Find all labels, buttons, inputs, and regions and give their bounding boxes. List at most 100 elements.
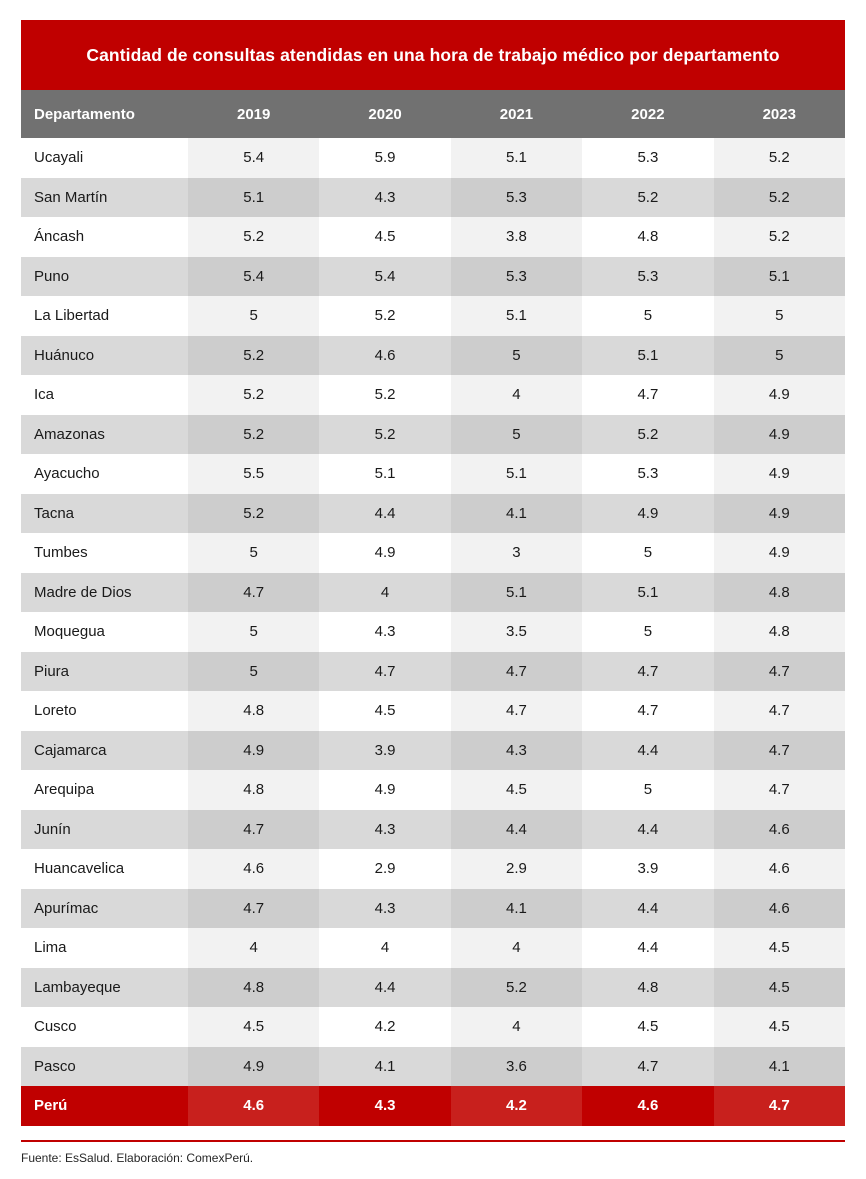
- value-cell: 5.9: [374, 149, 396, 167]
- value-cell: 4.6: [188, 849, 320, 889]
- value-cell: 4.4: [319, 967, 451, 1007]
- value-cell: 4.7: [713, 770, 845, 810]
- value-cell: 4.9: [188, 730, 320, 770]
- value-cell: 5.3: [582, 256, 714, 296]
- department-cell: Ayacucho: [34, 465, 100, 483]
- value-cell: 5.2: [713, 138, 845, 178]
- value-cell: 3.9: [637, 860, 659, 878]
- value-cell: 4.7: [637, 386, 659, 404]
- table-row: Ucayali 5.4 5.9 5.1 5.3 5.2: [21, 138, 845, 178]
- value-cell: 3.8: [450, 217, 583, 257]
- table-row: Amazonas 5.2 5.2 5 5.2 4.9: [21, 414, 845, 454]
- value-cell: 4.7: [582, 651, 714, 691]
- value-cell: 4.4: [582, 809, 714, 849]
- value-cell: 4.1: [450, 493, 583, 533]
- value-cell: 4.1: [319, 1046, 451, 1086]
- value-cell: 4: [450, 928, 583, 968]
- value-cell: 4.5: [713, 967, 845, 1007]
- department-cell: Tumbes: [34, 544, 88, 562]
- value-cell: 4.9: [713, 493, 845, 533]
- value-cell: 3.6: [450, 1046, 583, 1086]
- value-cell: 4.7: [450, 691, 583, 731]
- table-body: Ucayali 5.4 5.9 5.1 5.3 5.2 San Martín 5.1 4.3 5.…: [21, 138, 845, 1126]
- department-cell: Apurímac: [21, 888, 188, 928]
- table-row: Tacna 5.2 4.4 4.1 4.9 4.9: [21, 493, 845, 533]
- table-header: Departamento 2019 2020 2021 2022 2023: [21, 90, 845, 138]
- department-cell: Moquegua: [34, 623, 105, 641]
- value-cell: 4.5: [374, 702, 396, 720]
- value-cell: 4.5: [374, 228, 396, 246]
- value-cell: 4.7: [713, 730, 845, 770]
- value-cell: 5.2: [713, 177, 845, 217]
- value-cell: 4.1: [713, 1046, 845, 1086]
- department-cell: Tacna: [21, 493, 188, 533]
- value-cell: 4.8: [713, 572, 845, 612]
- value-cell: 4.7: [637, 702, 659, 720]
- table-row: Puno 5.4 5.4 5.3 5.3 5.1: [21, 256, 845, 296]
- value-cell: 4.7: [582, 1046, 714, 1086]
- value-cell: 4: [188, 928, 320, 968]
- department-cell: Puno: [21, 256, 188, 296]
- department-cell: San Martín: [21, 177, 188, 217]
- department-cell: Huancavelica: [34, 860, 125, 878]
- value-cell: 4.4: [450, 809, 583, 849]
- value-cell: 4.4: [582, 888, 714, 928]
- value-cell: 4.3: [374, 623, 396, 641]
- department-cell: Cajamarca: [21, 730, 188, 770]
- value-cell: 5.2: [582, 414, 714, 454]
- value-cell: 4.3: [450, 730, 583, 770]
- table-row: Cusco 4.5 4.2 4 4.5 4.5: [21, 1007, 845, 1047]
- value-cell: 5.4: [319, 256, 451, 296]
- department-cell: Huánuco: [21, 335, 188, 375]
- column-header-2022: 2022: [582, 90, 714, 138]
- table-title: Cantidad de consultas atendidas en una h…: [21, 20, 845, 90]
- value-cell: 4.3: [319, 888, 451, 928]
- value-cell: 2.9: [450, 849, 583, 889]
- value-cell: 5.3: [450, 177, 583, 217]
- table-row: Apurímac 4.7 4.3 4.1 4.4 4.6: [21, 888, 845, 928]
- value-cell: 4.8: [637, 228, 659, 246]
- table-row: Tumbes 5 4.9 3 5 4.9: [21, 533, 845, 573]
- value-cell: 4.1: [450, 888, 583, 928]
- value-cell: 5.1: [450, 138, 583, 178]
- value-cell: 5.1: [450, 296, 583, 336]
- table-row: Áncash 5.2 4.5 3.8 4.8 5.2: [21, 217, 845, 257]
- value-cell: 4.7: [188, 572, 320, 612]
- value-cell: 4.8: [188, 770, 320, 810]
- value-cell: 5.1: [582, 335, 714, 375]
- value-cell: 4.9: [713, 414, 845, 454]
- value-cell: 5.3: [637, 465, 659, 483]
- value-cell: 4.7: [450, 651, 583, 691]
- value-cell: 2.9: [374, 860, 396, 878]
- value-cell: 5.3: [637, 149, 659, 167]
- value-cell: 5.2: [450, 967, 583, 1007]
- value-cell: 4.8: [713, 612, 845, 652]
- department-cell: Ica: [34, 386, 55, 404]
- department-cell: Junín: [21, 809, 188, 849]
- value-cell: 4.4: [582, 730, 714, 770]
- value-cell: 4.2: [450, 1086, 583, 1126]
- table-row: Lambayeque 4.8 4.4 5.2 4.8 4.5: [21, 967, 845, 1007]
- value-cell: 4.4: [319, 493, 451, 533]
- value-cell: 5.2: [319, 414, 451, 454]
- value-cell: 4.6: [713, 849, 845, 889]
- value-cell: 4.5: [637, 1018, 659, 1036]
- value-cell: 4.5: [450, 770, 583, 810]
- department-cell: Perú: [21, 1086, 188, 1126]
- value-cell: 4.8: [188, 691, 320, 731]
- value-cell: 4: [319, 572, 451, 612]
- value-cell: 5.2: [188, 375, 320, 415]
- value-cell: 4.9: [713, 375, 845, 415]
- value-cell: 4: [380, 939, 390, 957]
- value-cell: 5.1: [374, 465, 396, 483]
- value-cell: 5.2: [188, 335, 320, 375]
- value-cell: 4.9: [713, 454, 845, 494]
- value-cell: 5.1: [450, 572, 583, 612]
- column-header-2019: 2019: [188, 90, 320, 138]
- table-row: Pasco 4.9 4.1 3.6 4.7 4.1: [21, 1046, 845, 1086]
- value-cell: 4.7: [188, 809, 320, 849]
- value-cell: 4.9: [374, 544, 396, 562]
- department-cell: Piura: [21, 651, 188, 691]
- table-row: La Libertad 5 5.2 5.1 5 5: [21, 296, 845, 336]
